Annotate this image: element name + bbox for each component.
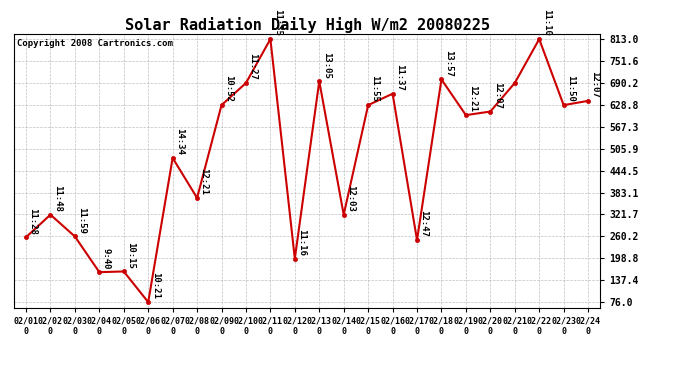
Text: 11:10: 11:10 xyxy=(542,9,551,36)
Text: 13:05: 13:05 xyxy=(322,52,331,78)
Text: 11:48: 11:48 xyxy=(53,185,62,212)
Text: 11:37: 11:37 xyxy=(395,64,404,91)
Text: 11:27: 11:27 xyxy=(248,53,257,80)
Text: Copyright 2008 Cartronics.com: Copyright 2008 Cartronics.com xyxy=(17,39,172,48)
Text: 11:59: 11:59 xyxy=(77,207,86,234)
Text: 11:50: 11:50 xyxy=(566,75,575,102)
Text: 14:34: 14:34 xyxy=(175,128,184,155)
Text: 12:21: 12:21 xyxy=(469,86,477,112)
Text: 11:35: 11:35 xyxy=(273,9,282,36)
Text: 11:16: 11:16 xyxy=(297,229,306,256)
Title: Solar Radiation Daily High W/m2 20080225: Solar Radiation Daily High W/m2 20080225 xyxy=(125,16,489,33)
Text: 12:21: 12:21 xyxy=(199,168,208,195)
Text: 9:40: 9:40 xyxy=(102,248,111,269)
Text: 11:28: 11:28 xyxy=(28,207,37,234)
Text: 10:21: 10:21 xyxy=(150,273,159,299)
Text: 10:52: 10:52 xyxy=(224,75,233,102)
Text: 11:55: 11:55 xyxy=(371,75,380,102)
Text: 10:15: 10:15 xyxy=(126,242,135,268)
Text: 13:57: 13:57 xyxy=(444,50,453,76)
Text: 12:07: 12:07 xyxy=(493,82,502,109)
Text: 12:07: 12:07 xyxy=(591,71,600,98)
Text: 12:03: 12:03 xyxy=(346,185,355,212)
Text: 12:47: 12:47 xyxy=(420,210,428,237)
